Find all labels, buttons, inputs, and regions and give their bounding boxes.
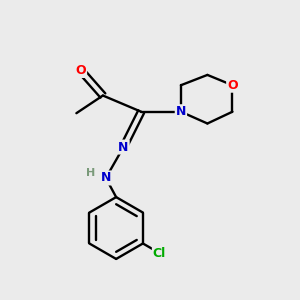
Text: Cl: Cl: [153, 247, 166, 260]
Text: N: N: [100, 172, 111, 184]
Text: H: H: [86, 168, 96, 178]
Text: O: O: [76, 64, 86, 77]
Text: N: N: [118, 141, 129, 154]
Text: O: O: [227, 79, 238, 92]
Text: N: N: [176, 105, 186, 118]
